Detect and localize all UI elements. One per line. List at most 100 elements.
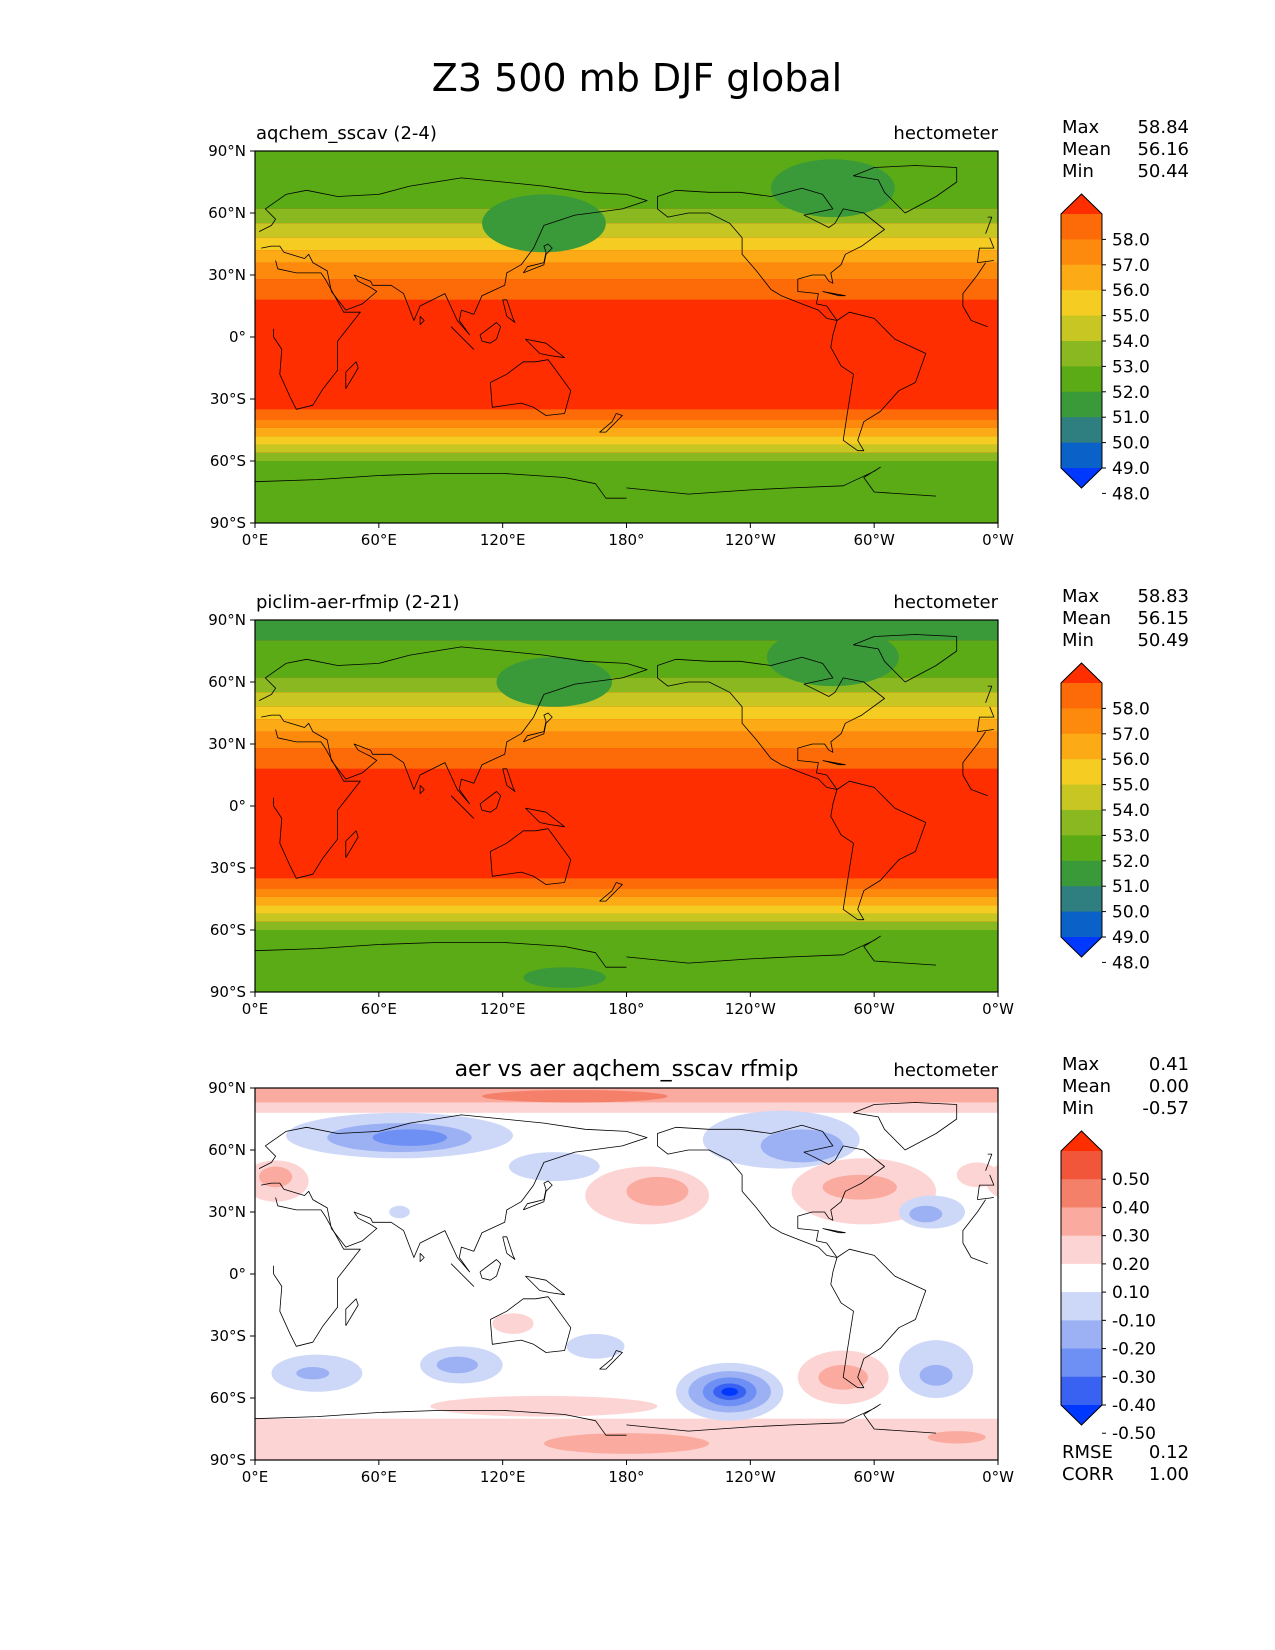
coastline-1: [977, 729, 994, 732]
lon-tick-label: 180°: [608, 531, 644, 549]
stat-label-mean: Mean: [1062, 1076, 1111, 1097]
lat-tick-label: 60°S: [210, 921, 246, 939]
colorbar-label: 55.0: [1112, 307, 1150, 327]
lon-tick-label: 0°W: [982, 531, 1014, 549]
lon-tick-label: 0°E: [242, 1468, 269, 1486]
colorbar-swatch: [1061, 264, 1102, 291]
colorbar: 58.0 57.0 56.0 55.0 54.0 53.0 52.0 51.0 50.0 49.0…: [1060, 662, 1150, 973]
coastline-5: [853, 1102, 958, 1151]
colorbar-swatch: [1061, 911, 1102, 938]
stat-value-min: 50.44: [1137, 161, 1189, 182]
colorbar-label: 54.0: [1112, 801, 1150, 821]
lon-tick-label: 60°E: [361, 531, 397, 549]
lon-tick-label: 60°W: [853, 531, 895, 549]
lat-tick-label: 90°N: [208, 1079, 246, 1097]
field-feature-0: [482, 194, 606, 253]
stat-value-corr: 1.00: [1149, 1464, 1189, 1485]
field-band-12: [255, 436, 998, 445]
coastline-5: [853, 165, 958, 214]
field-feature-4: [1252, 1152, 1275, 1181]
coastline-10: [525, 807, 565, 828]
colorbar-swatch: [1061, 860, 1102, 887]
colorbar-label: 0.50: [1112, 1170, 1150, 1190]
coastline-15: [822, 291, 846, 297]
lat-tick-label: 90°S: [210, 514, 246, 532]
field-band-9: [255, 409, 998, 420]
field-band-4: [255, 237, 998, 251]
colorbar-swatch: [1061, 417, 1102, 444]
colorbar-label: 57.0: [1112, 256, 1150, 276]
lat-tick-label: 60°S: [210, 452, 246, 470]
colorbar-label: 58.0: [1112, 699, 1150, 719]
field-feature-24: [0, 1371, 28, 1412]
coastline-1: [977, 1197, 994, 1200]
colorbar-label: 53.0: [1112, 357, 1150, 377]
stat-value-max: 0.41: [1149, 1054, 1189, 1075]
lon-tick-label: 120°W: [725, 1468, 776, 1486]
field-feature-4: [508, 1152, 600, 1181]
coastline-6: [985, 1153, 993, 1171]
units-label: hectometer: [893, 1060, 998, 1081]
field-feature-1: [28, 159, 152, 217]
coastline-0: [962, 731, 986, 775]
colorbar-swatch: [1061, 759, 1102, 786]
colorbar-label: 48.0: [1112, 484, 1150, 504]
field-band-10: [255, 888, 998, 897]
colorbar-swatch: [1061, 886, 1102, 913]
field-band-13: [255, 444, 998, 453]
coastline-3: [830, 1248, 927, 1389]
coastline-1: [977, 237, 995, 263]
colorbar-label: 52.0: [1112, 852, 1150, 872]
coastline-4: [657, 1124, 885, 1258]
coastline-1: [258, 177, 648, 336]
coastline-15: [822, 1228, 846, 1234]
colorbar-label: 51.0: [1112, 408, 1150, 428]
coastline-13: [626, 935, 937, 966]
coastline-9: [479, 791, 502, 813]
lon-tick-label: 180°: [608, 1000, 644, 1018]
coastline-11: [599, 1350, 623, 1370]
stat-label-min: Min: [1062, 1098, 1094, 1119]
field-feature-34: [927, 1431, 986, 1444]
colorbar-swatch: [1061, 1376, 1102, 1406]
lat-tick-label: 60°N: [208, 204, 246, 222]
lon-tick-label: 120°W: [725, 1000, 776, 1018]
colorbar-swatch: [1061, 1151, 1102, 1180]
colorbar-label: 49.0: [1112, 459, 1150, 479]
lon-tick-label: 60°W: [853, 1000, 895, 1018]
coastline-13: [255, 472, 627, 499]
field-feature-26: [0, 1384, 3, 1401]
field-feature-14: [166, 1206, 199, 1223]
coastline-2: [489, 1296, 572, 1353]
lon-tick-label: 120°W: [725, 531, 776, 549]
field-feature-21: [1163, 1346, 1246, 1383]
stat-value-max: 58.83: [1137, 586, 1189, 607]
field-feature-17: [1235, 1313, 1275, 1334]
field-band-8: [255, 768, 998, 879]
coastline-3: [830, 780, 927, 921]
field-feature-10: [626, 1176, 689, 1206]
stat-label-rmse: RMSE: [1062, 1442, 1113, 1463]
colorbar-extend-min: [1061, 1405, 1102, 1425]
coastline-1: [977, 260, 994, 263]
field-feature-28: [55, 1350, 146, 1404]
field-feature-0: [1225, 1090, 1275, 1102]
stat-value-rmse: 0.12: [1149, 1442, 1189, 1463]
colorbar-label: 0.40: [1112, 1198, 1150, 1218]
coastline-3: [830, 311, 927, 452]
field-feature-22: [436, 1356, 478, 1374]
colorbar-swatch: [1061, 239, 1102, 266]
lat-tick-label: 30°S: [210, 859, 246, 877]
coastline-7: [522, 712, 553, 743]
colorbar-swatch: [1061, 1292, 1102, 1321]
field-band-5: [255, 250, 998, 263]
coastline-14: [502, 299, 516, 323]
coastline-2: [489, 359, 572, 416]
lat-tick-label: 30°N: [208, 735, 246, 753]
colorbar-label: -0.10: [1112, 1311, 1156, 1331]
colorbar-swatch: [1061, 708, 1102, 735]
coastline-6: [985, 685, 993, 703]
colorbar-swatch: [1061, 835, 1102, 862]
colorbar: 0.50 0.40 0.30 0.20 0.10 -0.10 -0.20 -0.30 -0.40…: [1060, 1130, 1156, 1444]
lon-tick-label: 0°W: [982, 1000, 1014, 1018]
